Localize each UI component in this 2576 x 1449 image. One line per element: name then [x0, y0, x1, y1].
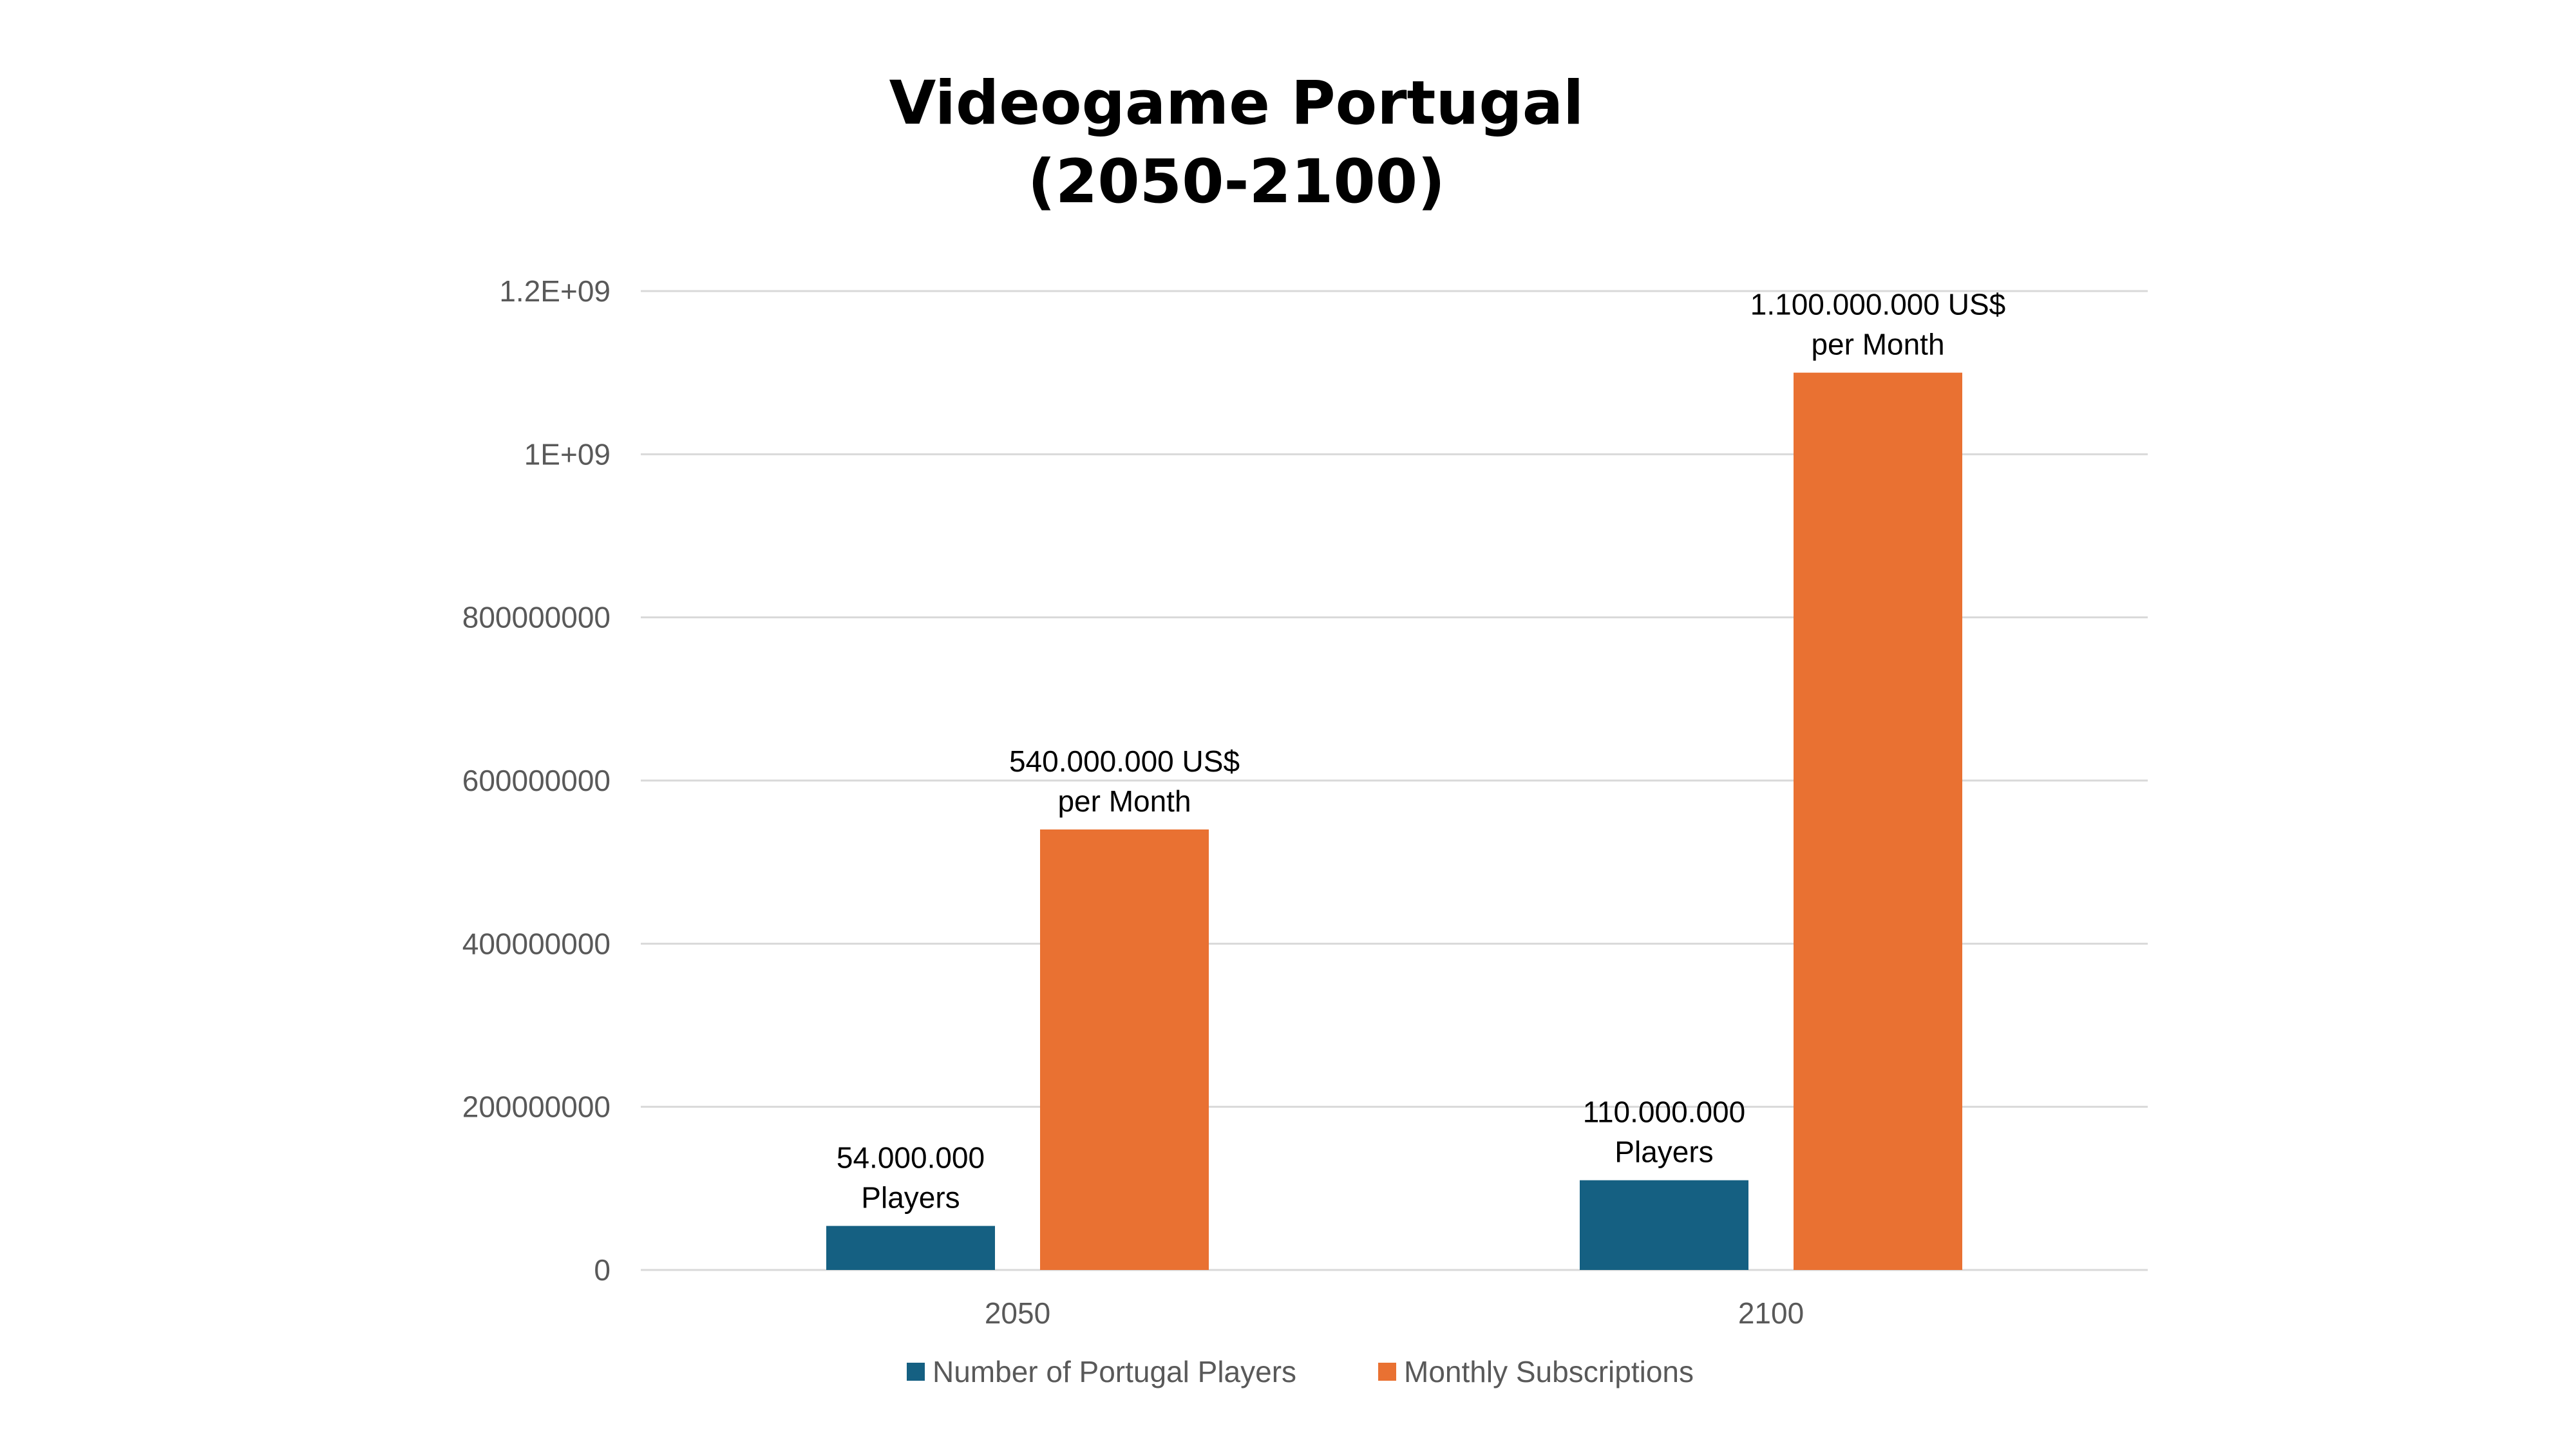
data-label: per Month — [1811, 328, 1944, 361]
y-tick-label: 800000000 — [462, 601, 611, 634]
legend-swatch — [907, 1363, 925, 1381]
legend-label: Monthly Subscriptions — [1404, 1355, 1694, 1388]
data-label: 54.000.000 — [837, 1141, 985, 1175]
chart-subtitle: (2050-2100) — [1028, 147, 1445, 217]
y-tick-label: 1E+09 — [524, 437, 611, 471]
y-tick-label: 600000000 — [462, 764, 611, 797]
y-tick-label: 1.2E+09 — [499, 274, 611, 308]
y-tick-label: 0 — [594, 1253, 611, 1287]
y-tick-label: 400000000 — [462, 927, 611, 960]
chart-title-group: Videogame Portugal (2050-2100) — [889, 68, 1584, 217]
legend-label: Number of Portugal Players — [933, 1355, 1296, 1388]
data-label: 540.000.000 US$ — [1009, 744, 1240, 778]
y-axis: 0 200000000 400000000 600000000 800000000 1E+… — [462, 274, 611, 1287]
legend-item-subscriptions[interactable]: Monthly Subscriptions — [1378, 1355, 1694, 1388]
bar-subscriptions-2100[interactable] — [1794, 372, 1962, 1270]
category-label: 2050 — [985, 1296, 1050, 1330]
bar-subscriptions-2050[interactable] — [1040, 829, 1209, 1270]
chart-title: Videogame Portugal — [889, 68, 1584, 138]
data-label: per Month — [1057, 784, 1191, 818]
bars — [826, 372, 1962, 1270]
bar-players-2100[interactable] — [1580, 1180, 1748, 1270]
legend[interactable]: Number of Portugal Players Monthly Subscr… — [907, 1355, 1694, 1388]
category-label: 2100 — [1738, 1296, 1804, 1330]
bar-players-2050[interactable] — [826, 1226, 995, 1270]
x-axis: 2050 2100 — [985, 1296, 1804, 1330]
legend-swatch — [1378, 1363, 1396, 1381]
legend-item-players[interactable]: Number of Portugal Players — [907, 1355, 1296, 1388]
y-tick-label: 200000000 — [462, 1090, 611, 1124]
data-label: Players — [1615, 1135, 1713, 1169]
data-labels: 54.000.000 Players 540.000.000 US$ per Mont… — [837, 288, 2005, 1215]
data-label: 1.100.000.000 US$ — [1750, 288, 2005, 321]
gridlines — [641, 290, 2148, 1271]
data-label: 110.000.000 — [1583, 1095, 1745, 1129]
data-label: Players — [861, 1181, 960, 1215]
